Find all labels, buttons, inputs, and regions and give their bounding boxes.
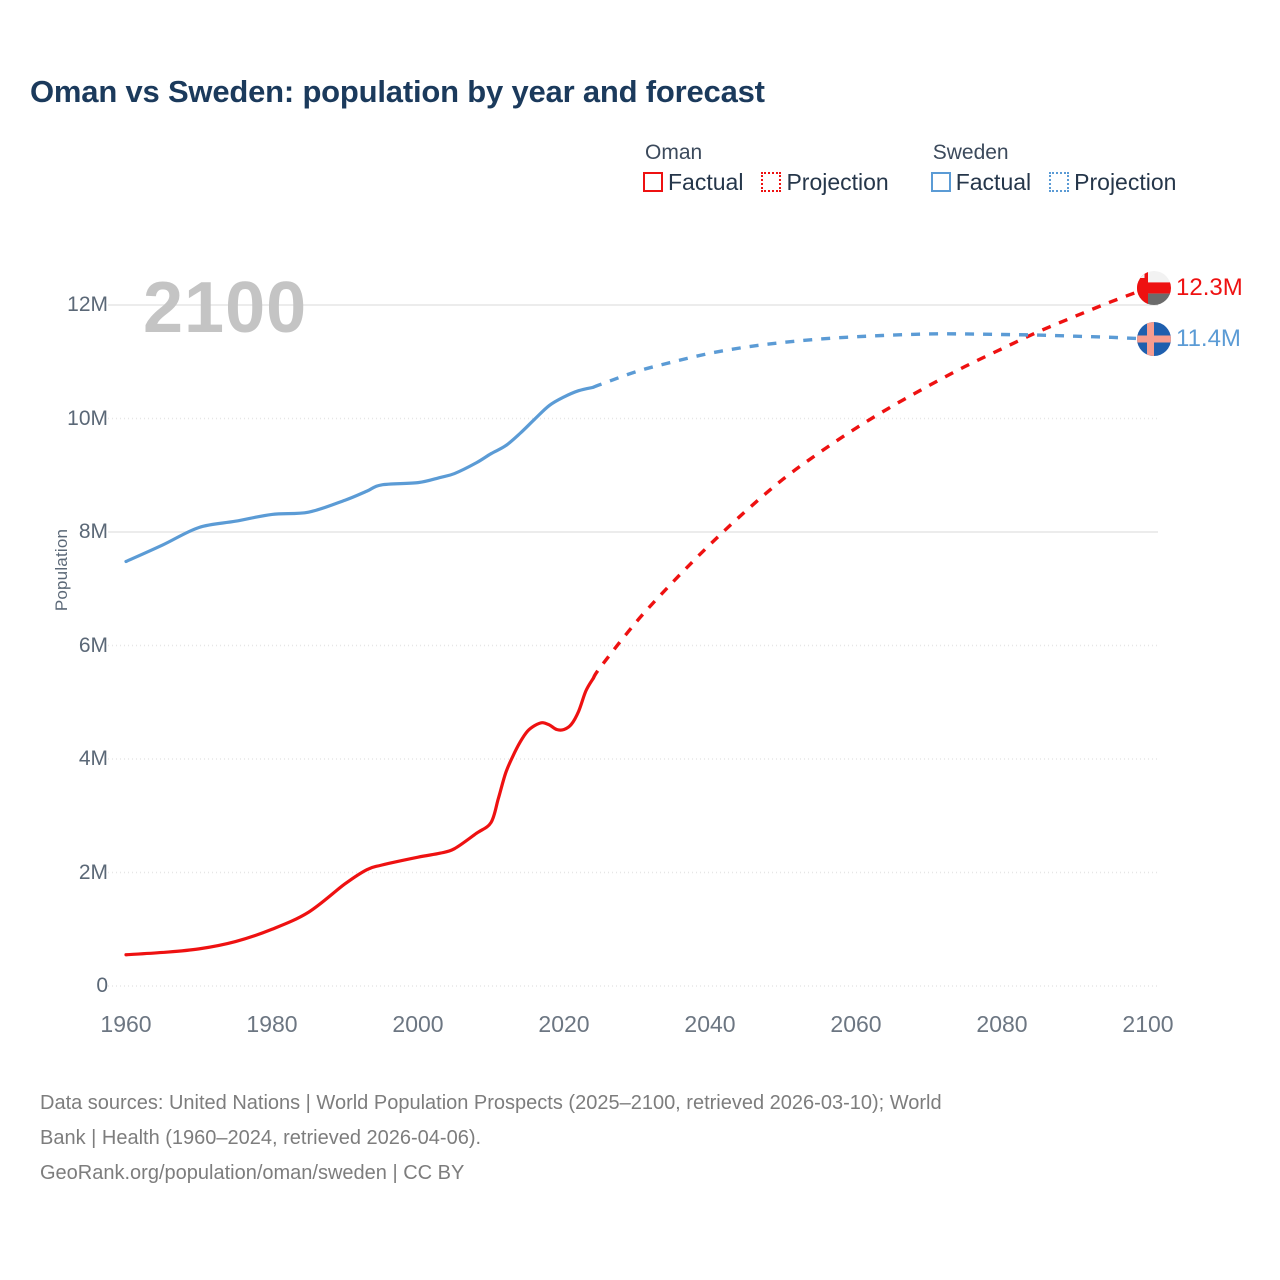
legend-group-title-sweden: Sweden	[932, 141, 1009, 164]
series-line-factual-sweden	[124, 385, 595, 564]
legend-item-label: Factual	[668, 169, 744, 195]
x-axis-tick-label: 2040	[684, 1011, 736, 1037]
legend-group-oman: Oman Factual Projection	[643, 142, 889, 194]
x-axis-tick-label: 1980	[246, 1011, 298, 1037]
y-axis-tick-label: 0	[96, 974, 108, 997]
y-axis-tick-label: 4M	[78, 747, 108, 770]
sweden-flag-icon	[1137, 322, 1171, 357]
x-axis-tick-label: 2060	[830, 1011, 882, 1037]
y-axis-tick-label: 6M	[78, 633, 108, 657]
x-axis-tick-label: 2080	[976, 1011, 1028, 1037]
footer-line-2: Bank | Health (1960–2024, retrieved 2026…	[40, 1127, 482, 1149]
legend-items-oman: Factual Projection	[643, 170, 889, 194]
footer-line-3: GeoRank.org/population/oman/sweden | CC …	[40, 1162, 465, 1184]
legend-item-label: Projection	[1074, 169, 1177, 195]
chart-plot-area: 2100 Population 0 2M 4M 6M 8M 10M 12M 1960 1980 2…	[52, 268, 1243, 1037]
series-line-factual-oman	[124, 676, 595, 957]
legend-item-sweden-factual[interactable]: Factual	[930, 169, 1032, 195]
legend-swatch-solid-icon	[643, 172, 663, 192]
x-axis-tick-label: 2000	[392, 1011, 444, 1037]
footer-line-1: Data sources: United Nations | World Pop…	[40, 1092, 942, 1114]
x-axis-tick-label: 2020	[538, 1011, 590, 1037]
x-axis-tick-label: 2100	[1122, 1011, 1174, 1037]
y-axis-tick-label: 2M	[78, 860, 108, 884]
series-end-value-label: 11.4M	[1176, 325, 1241, 353]
legend-item-oman-factual[interactable]: Factual	[643, 170, 743, 194]
watermark-year: 2100	[143, 268, 308, 348]
legend-item-label: Projection	[786, 169, 889, 195]
y-axis-title: Population	[52, 528, 71, 612]
y-axis-tick-label: 10M	[67, 406, 108, 430]
legend-swatch-dotted-icon	[761, 172, 782, 192]
legend-group-title-oman: Oman	[645, 141, 703, 164]
legend-item-label: Factual	[955, 169, 1032, 195]
chart-footer: Data sources: United Nations | World Pop…	[40, 1086, 1240, 1191]
chart-legend: Oman Factual Projection Sweden Factual	[643, 142, 1176, 194]
page-title: Oman vs Sweden: population by year and f…	[30, 74, 765, 109]
y-axis-tick-label: 8M	[78, 520, 108, 543]
oman-flag-icon	[1137, 270, 1171, 305]
legend-item-oman-projection[interactable]: Projection	[761, 169, 889, 195]
chart-svg	[108, 286, 1158, 987]
legend-group-sweden: Sweden Factual Projection	[930, 141, 1176, 195]
legend-item-sweden-projection[interactable]: Projection	[1049, 170, 1176, 194]
series-end-value-label: 12.3M	[1176, 273, 1243, 301]
series-line-projection-sweden	[592, 332, 1149, 389]
legend-items-sweden: Factual Projection	[930, 169, 1176, 195]
legend-swatch-solid-icon	[930, 172, 951, 192]
series-line-projection-oman	[591, 286, 1149, 680]
legend-swatch-dotted-icon	[1049, 172, 1070, 192]
y-axis-tick-label: 12M	[67, 293, 108, 316]
x-axis-tick-label: 1960	[100, 1011, 152, 1037]
